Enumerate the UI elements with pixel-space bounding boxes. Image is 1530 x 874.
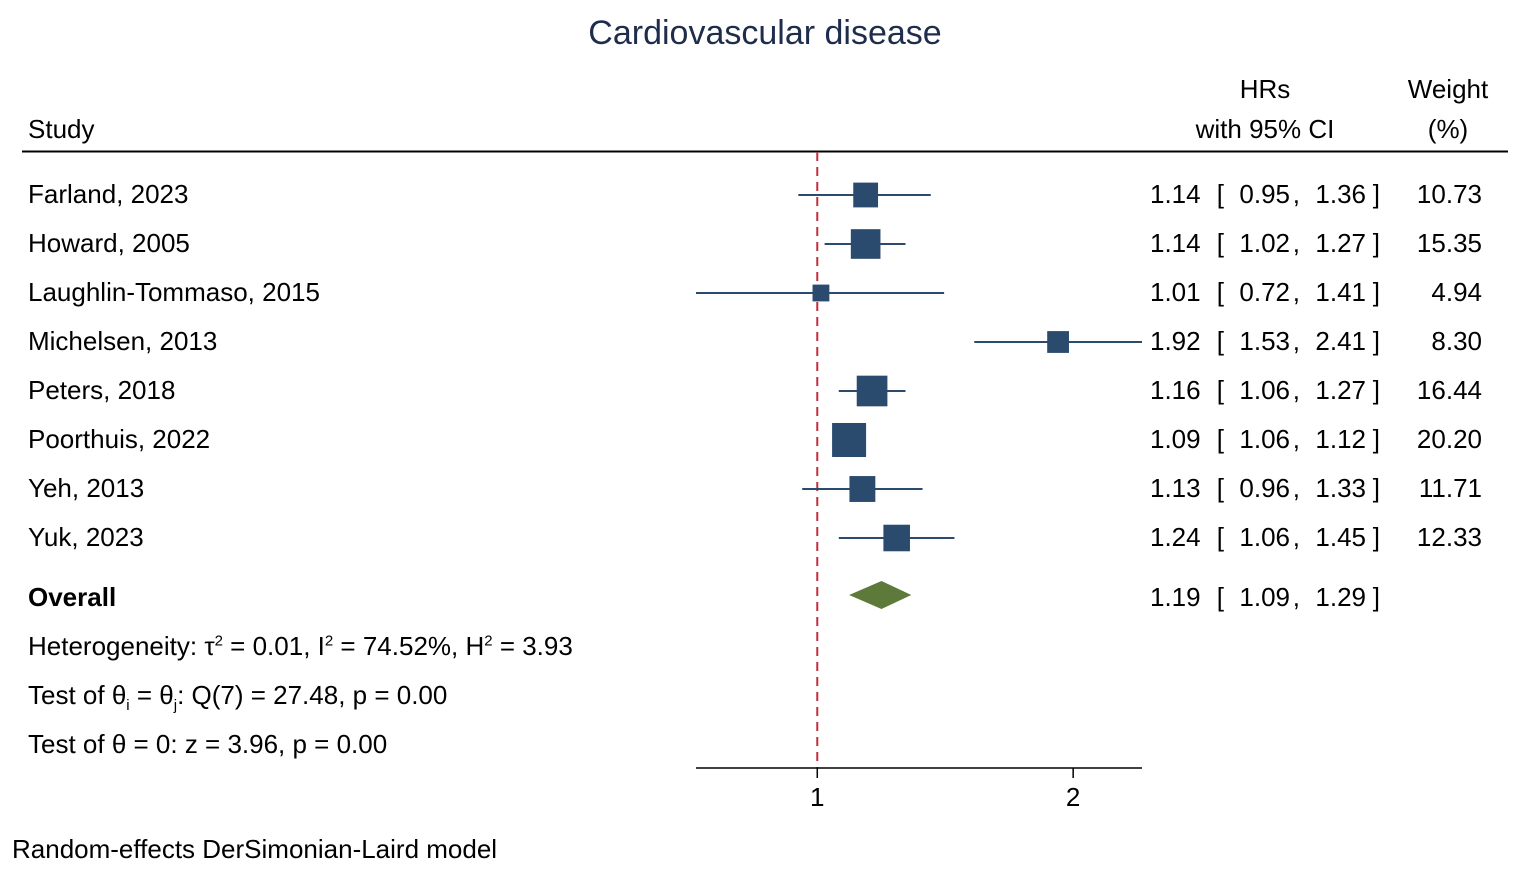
study-bracket-open: [ xyxy=(1216,277,1224,307)
study-ci-upper: 1.45 xyxy=(1315,522,1366,552)
study-bracket-close: ] xyxy=(1372,228,1380,258)
study-ci-upper: 1.33 xyxy=(1315,473,1366,503)
study-label: Farland, 2023 xyxy=(28,179,189,209)
study-label: Peters, 2018 xyxy=(28,375,176,405)
study-marker xyxy=(1047,331,1069,353)
study-weight: 4.94 xyxy=(1431,277,1482,307)
overall-comma: , xyxy=(1292,582,1300,612)
study-weight: 16.44 xyxy=(1416,375,1482,405)
study-label: Yeh, 2013 xyxy=(28,473,145,503)
study-bracket-open: [ xyxy=(1216,326,1224,356)
effect-test: Test of θ = 0: z = 3.96, p = 0.00 xyxy=(28,729,388,759)
study-ci-lower: 0.95 xyxy=(1239,179,1290,209)
study-hr: 1.01 xyxy=(1150,277,1201,307)
study-marker xyxy=(856,375,888,407)
study-marker xyxy=(849,476,876,502)
study-bracket-close: ] xyxy=(1372,473,1380,503)
study-bracket-close: ] xyxy=(1372,179,1380,209)
study-ci-upper: 1.36 xyxy=(1315,179,1366,209)
study-comma: , xyxy=(1292,424,1300,454)
study-hr: 1.24 xyxy=(1150,522,1201,552)
study-ci-upper: 1.41 xyxy=(1315,277,1366,307)
study-hr: 1.92 xyxy=(1150,326,1201,356)
overall-label: Overall xyxy=(28,582,117,612)
study-marker xyxy=(812,284,830,302)
study-marker xyxy=(832,423,867,457)
study-bracket-open: [ xyxy=(1216,522,1224,552)
study-comma: , xyxy=(1292,228,1300,258)
study-weight: 20.20 xyxy=(1416,424,1482,454)
study-bracket-open: [ xyxy=(1216,228,1224,258)
overall-diamond xyxy=(849,581,912,609)
study-comma: , xyxy=(1292,522,1300,552)
study-bracket-close: ] xyxy=(1372,326,1380,356)
study-comma: , xyxy=(1292,326,1300,356)
study-comma: , xyxy=(1292,473,1300,503)
model-note: Random-effects DerSimonian-Laird model xyxy=(12,834,498,864)
weight-column-header-line1: Weight xyxy=(1407,74,1489,104)
study-comma: , xyxy=(1292,375,1300,405)
study-bracket-open: [ xyxy=(1216,375,1224,405)
study-ci-lower: 1.06 xyxy=(1239,375,1290,405)
study-hr: 1.09 xyxy=(1150,424,1201,454)
study-label: Howard, 2005 xyxy=(28,228,190,258)
study-label: Poorthuis, 2022 xyxy=(28,424,211,454)
study-marker xyxy=(853,182,879,208)
x-tick-label: 1 xyxy=(810,782,824,812)
overall-hr: 1.19 xyxy=(1150,582,1201,612)
study-label: Laughlin-Tommaso, 2015 xyxy=(28,277,320,307)
effect-column-header-line2: with 95% CI xyxy=(1195,114,1335,144)
study-ci-lower: 1.06 xyxy=(1239,424,1290,454)
study-ci-upper: 2.41 xyxy=(1315,326,1366,356)
study-bracket-open: [ xyxy=(1216,424,1224,454)
study-bracket-open: [ xyxy=(1216,473,1224,503)
study-weight: 8.30 xyxy=(1431,326,1482,356)
overall-lo: 1.09 xyxy=(1239,582,1290,612)
study-marker xyxy=(850,229,881,259)
study-hr: 1.14 xyxy=(1150,228,1201,258)
study-comma: , xyxy=(1292,179,1300,209)
overall-bracket-open: [ xyxy=(1216,582,1224,612)
weight-column-header-line2: (%) xyxy=(1427,114,1469,144)
study-comma: , xyxy=(1292,277,1300,307)
study-bracket-open: [ xyxy=(1216,179,1224,209)
study-ci-upper: 1.27 xyxy=(1315,228,1366,258)
study-weight: 11.71 xyxy=(1418,473,1482,503)
x-tick-label: 2 xyxy=(1066,782,1080,812)
study-column-header: Study xyxy=(28,114,95,144)
study-weight: 12.33 xyxy=(1416,522,1482,552)
study-hr: 1.13 xyxy=(1150,473,1201,503)
study-label: Yuk, 2023 xyxy=(28,522,144,552)
study-ci-lower: 1.53 xyxy=(1239,326,1290,356)
study-bracket-close: ] xyxy=(1372,522,1380,552)
study-marker xyxy=(883,524,910,552)
study-weight: 10.73 xyxy=(1416,179,1482,209)
overall-hi: 1.29 xyxy=(1315,582,1366,612)
effect-column-header-line1: HRs xyxy=(1239,74,1291,104)
homogeneity-test: Test of θi = θj: Q(7) = 27.48, p = 0.00 xyxy=(28,680,448,715)
study-weight: 15.35 xyxy=(1416,228,1482,258)
study-hr: 1.16 xyxy=(1150,375,1201,405)
study-ci-lower: 0.96 xyxy=(1239,473,1290,503)
study-label: Michelsen, 2013 xyxy=(28,326,218,356)
study-bracket-close: ] xyxy=(1372,375,1380,405)
heterogeneity-stats: Heterogeneity: τ2 = 0.01, I2 = 74.52%, H… xyxy=(28,631,573,661)
study-ci-upper: 1.12 xyxy=(1315,424,1366,454)
study-bracket-close: ] xyxy=(1372,424,1380,454)
study-ci-lower: 1.06 xyxy=(1239,522,1290,552)
overall-bracket-close: ] xyxy=(1372,582,1380,612)
study-ci-lower: 1.02 xyxy=(1239,228,1290,258)
study-hr: 1.14 xyxy=(1150,179,1201,209)
study-ci-lower: 0.72 xyxy=(1239,277,1290,307)
chart-title: Cardiovascular disease xyxy=(588,14,942,52)
study-bracket-close: ] xyxy=(1372,277,1380,307)
study-ci-upper: 1.27 xyxy=(1315,375,1366,405)
